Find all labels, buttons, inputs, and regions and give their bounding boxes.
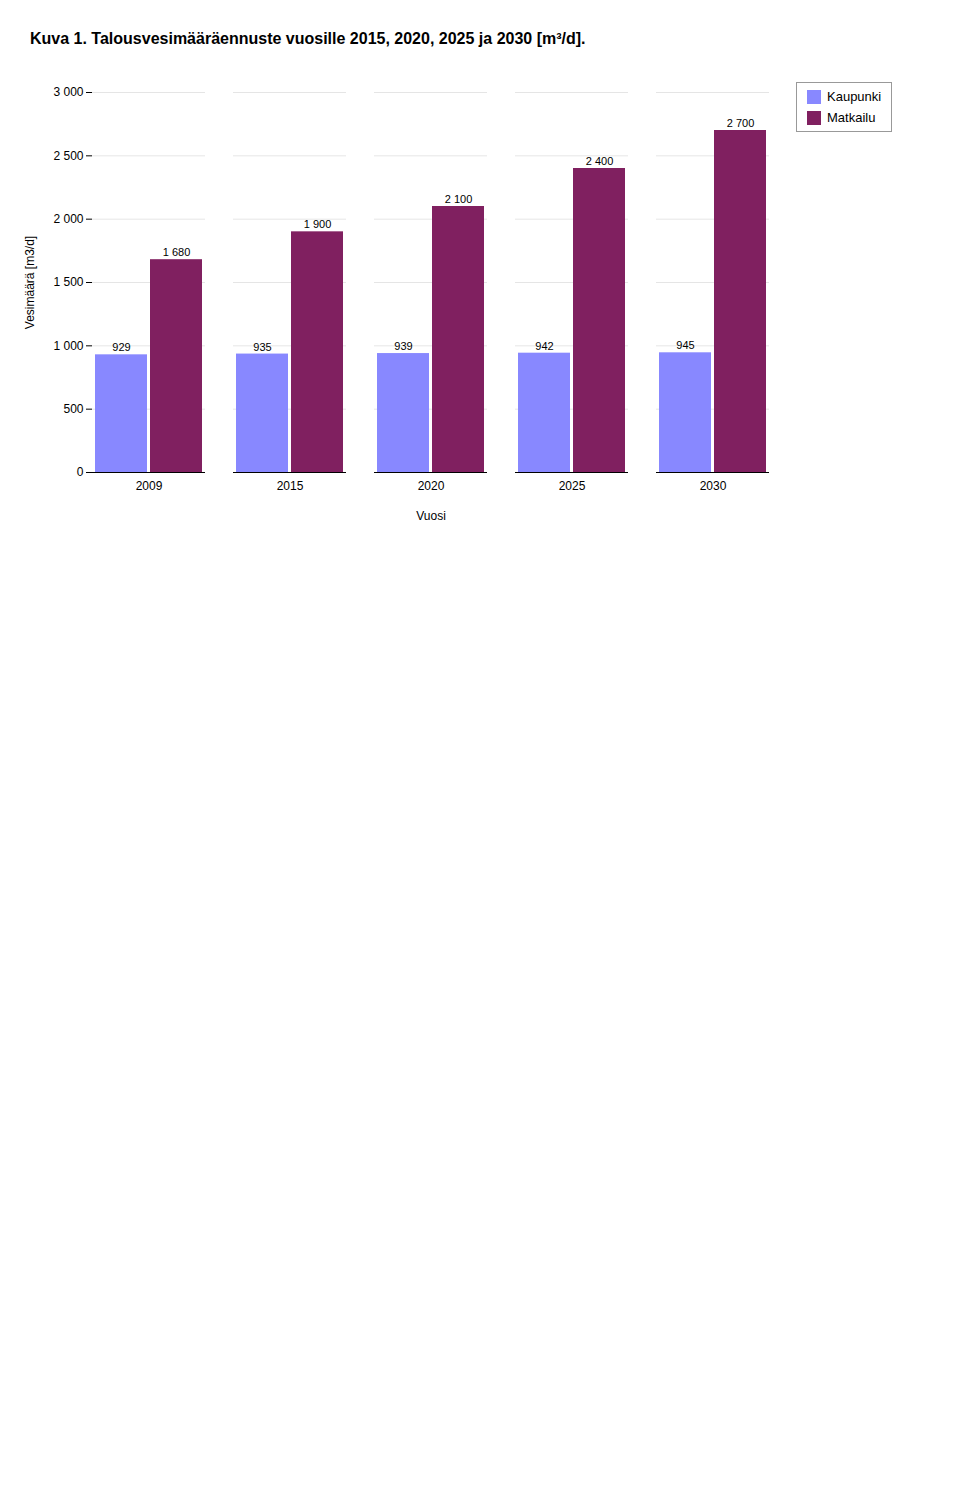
svg-text:2015: 2015 bbox=[277, 479, 304, 493]
svg-text:2020: 2020 bbox=[418, 479, 445, 493]
svg-text:2030: 2030 bbox=[700, 479, 727, 493]
svg-text:500: 500 bbox=[63, 402, 83, 416]
svg-text:942: 942 bbox=[535, 340, 553, 352]
svg-text:Vesimäärä [m3/d]: Vesimäärä [m3/d] bbox=[23, 236, 37, 329]
html-text:Kuva 1. Talousvesimääräennuste: Kuva 1. Talousvesimääräennuste vuosille … bbox=[30, 30, 586, 47]
svg-text:0: 0 bbox=[77, 465, 84, 479]
svg-text:929: 929 bbox=[112, 341, 130, 353]
svg-text:2 500: 2 500 bbox=[53, 149, 83, 163]
svg-text:2009: 2009 bbox=[136, 479, 163, 493]
svg-text:3 000: 3 000 bbox=[53, 85, 83, 99]
svg-text:2 700: 2 700 bbox=[727, 117, 755, 129]
html-text:Matkailu: Matkailu bbox=[827, 110, 876, 125]
svg-text:2025: 2025 bbox=[559, 479, 586, 493]
svg-text:1 680: 1 680 bbox=[163, 246, 191, 258]
svg-text:1 000: 1 000 bbox=[53, 339, 83, 353]
html-text:Kaupunki: Kaupunki bbox=[827, 89, 882, 104]
svg-text:1 500: 1 500 bbox=[53, 275, 83, 289]
svg-text:Vuosi: Vuosi bbox=[416, 509, 446, 523]
svg-text:939: 939 bbox=[394, 340, 412, 352]
svg-text:2 000: 2 000 bbox=[53, 212, 83, 226]
svg-text:2 100: 2 100 bbox=[445, 193, 473, 205]
svg-text:2 400: 2 400 bbox=[586, 155, 614, 167]
svg-text:1 900: 1 900 bbox=[304, 218, 332, 230]
svg-text:935: 935 bbox=[253, 341, 271, 353]
svg-text:945: 945 bbox=[676, 339, 694, 351]
